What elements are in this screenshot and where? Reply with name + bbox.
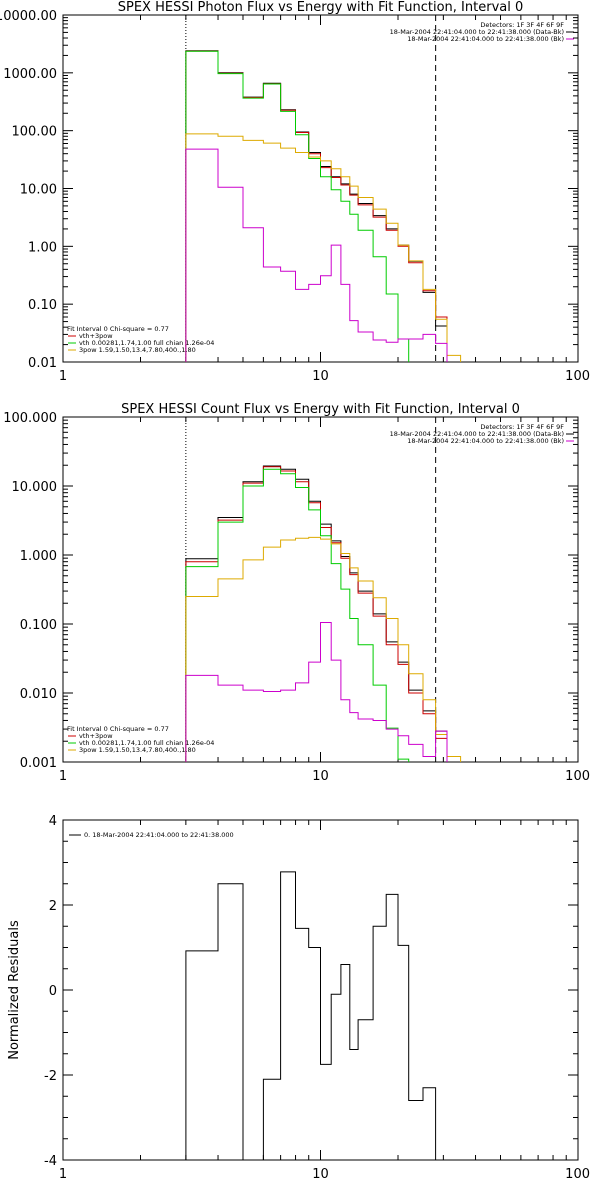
legend-bottom-text: 3pow 1.59,1.50,13.4,7.80,400.,1.80	[79, 746, 196, 754]
y-tick-label: 10.00	[20, 183, 57, 198]
legend-bottom-text: vth+3pow	[79, 332, 113, 340]
y-tick-label: 10000.00	[0, 9, 57, 24]
x-tick-label: 1	[59, 1167, 67, 1182]
chart-0: SPEX HESSI Photon Flux vs Energy with Fi…	[0, 0, 590, 384]
legend-top-text: 18-Mar-2004 22:41:04.000 to 22:41:38.000…	[390, 430, 564, 438]
series-line-1-3	[185, 536, 462, 762]
y-tick-label: 0	[49, 984, 57, 999]
y-tick-label: 2	[49, 899, 57, 914]
y-tick-label: -4	[44, 1154, 57, 1169]
series-line-0-4	[185, 148, 448, 362]
x-tick-label: 100	[565, 769, 590, 784]
x-tick-label: 1	[59, 769, 67, 784]
series-line-1-1	[185, 466, 448, 762]
chart-title-0: SPEX HESSI Photon Flux vs Energy with Fi…	[118, 0, 524, 15]
x-tick-label: 100	[565, 369, 590, 384]
x-tick-label: 100	[565, 1167, 590, 1182]
legend-left-text: 0. 18-Mar-2004 22:41:04.000 to 22:41:38.…	[84, 831, 234, 839]
y-tick-label: 10.000	[12, 480, 58, 495]
y-tick-label: 0.001	[20, 756, 57, 771]
legend-top-text: 18-Mar-2004 22:41:04.000 to 22:41:38.000…	[407, 35, 564, 43]
legend-top-text: Detectors: 1F 3F 4F 6F 9F	[480, 423, 564, 431]
y-tick-label: 100.00	[12, 125, 58, 140]
y-tick-label: 0.100	[20, 618, 57, 633]
legend-bottom-text: 3pow 1.59,1.50,13.4,7.80,400.,1.80	[79, 346, 196, 354]
y-tick-label: 4	[49, 814, 57, 829]
legend-bottom-text: vth 0.00281,1.74,1.00 full chian 1.26e-0…	[79, 739, 214, 747]
plot-frame-1	[62, 416, 579, 763]
series-group-2	[185, 871, 437, 1160]
y-tick-label: 100.000	[3, 411, 57, 426]
series-line-1-2	[185, 468, 410, 762]
chart-2: Normalized Residuals 1 10 100 -4 -2 0 2 4 0. 18-M…	[7, 814, 590, 1182]
chart-1: SPEX HESSI Count Flux vs Energy with Fit…	[3, 402, 590, 784]
legend-top-text: Detectors: 1F 3F 4F 6F 9F	[480, 21, 564, 29]
legend-bottom-text: Fit Interval 0 Chi-square = 0.77	[67, 325, 169, 333]
series-line-0-2	[185, 50, 410, 362]
series-line-0-1	[185, 50, 448, 362]
legend-bottom-text: Fit Interval 0 Chi-square = 0.77	[67, 725, 169, 733]
y-tick-label: 1.00	[28, 240, 57, 255]
y-tick-label: 0.01	[28, 356, 57, 371]
y-tick-label: -2	[44, 1069, 57, 1084]
x-tick-label: 10	[312, 369, 329, 384]
legend-top-text: 18-Mar-2004 22:41:04.000 to 22:41:38.000…	[390, 28, 564, 36]
series-line-0-0	[185, 50, 448, 362]
legend-bottom-text: vth+3pow	[79, 732, 113, 740]
series-line-2-0	[185, 871, 437, 1160]
plot-frame-0	[62, 14, 579, 363]
x-tick-label: 10	[312, 769, 329, 784]
x-tick-label: 1	[59, 369, 67, 384]
y-tick-label: 1.000	[20, 549, 57, 564]
legend-bottom-text: vth 0.00281,1.74,1.00 full chian 1.26e-0…	[79, 339, 214, 347]
y-tick-label: 0.10	[28, 298, 57, 313]
y-axis-label-2: Normalized Residuals	[7, 920, 22, 1060]
chart-title-1: SPEX HESSI Count Flux vs Energy with Fit…	[121, 402, 520, 417]
series-line-0-3	[185, 133, 462, 362]
x-tick-label: 10	[312, 1167, 329, 1182]
y-tick-label: 1000.00	[3, 67, 57, 82]
series-line-1-4	[185, 622, 448, 762]
series-group-1	[185, 465, 462, 762]
legend-top-text: 18-Mar-2004 22:41:04.000 to 22:41:38.000…	[407, 437, 564, 445]
y-tick-label: 0.010	[20, 687, 57, 702]
series-group-0	[185, 50, 462, 362]
